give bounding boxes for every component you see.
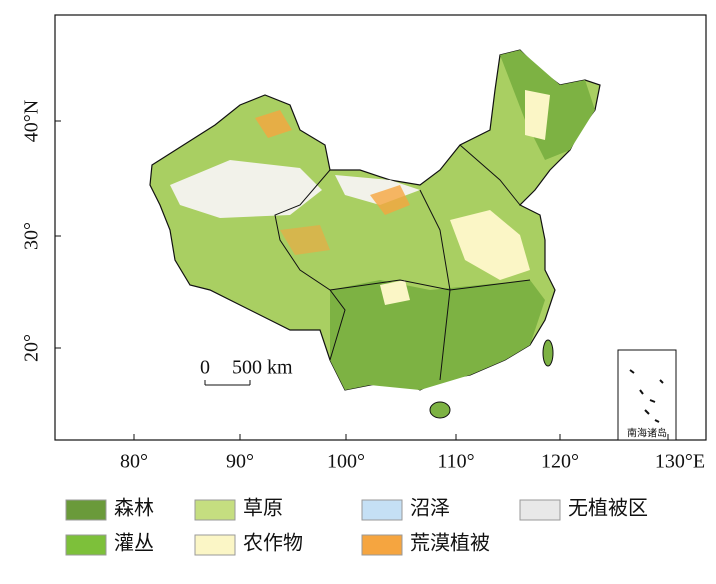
desert-veg-3: [280, 225, 330, 255]
taiwan: [542, 339, 554, 367]
x-tick-label: 100°: [327, 451, 365, 473]
legend-swatch: [65, 534, 107, 556]
y-tick-label: 40°N: [21, 100, 43, 142]
province-border: [459, 144, 521, 206]
scale-zero: 0: [200, 357, 210, 379]
x-tick-label: 120°: [541, 451, 579, 473]
x-tick-label: 110°: [437, 451, 474, 473]
forest-south: [330, 280, 545, 390]
y-tick-label: 30°: [21, 222, 43, 250]
cropland-north: [450, 210, 530, 280]
legend-swatch: [65, 499, 107, 521]
cropland-sichuan: [380, 280, 410, 305]
legend-swatch: [361, 499, 403, 521]
legend-swatch: [361, 534, 403, 556]
desert-veg: [255, 110, 292, 138]
desert-veg-2: [370, 185, 410, 215]
legend-label: 农作物: [243, 532, 303, 555]
scale-distance: 500 km: [232, 357, 293, 379]
legend-swatch: [519, 499, 561, 521]
legend-swatch: [194, 534, 236, 556]
china-map: [149, 49, 601, 419]
inset-frame: [617, 349, 677, 441]
legend-label: 草原: [243, 497, 283, 520]
legend-swatch: [194, 499, 236, 521]
inset-islands: [629, 369, 664, 423]
legend-label: 荒漠植被: [410, 532, 490, 555]
legend-label: 沼泽: [410, 497, 450, 520]
province-border: [329, 279, 531, 291]
inset-label: 南海诸岛: [627, 426, 667, 439]
x-tick-label: 80°: [120, 451, 148, 473]
province-border: [419, 189, 451, 381]
cropland-ne: [525, 90, 550, 140]
legend-label: 灌丛: [114, 532, 154, 555]
x-tick-label: 90°: [226, 451, 254, 473]
y-tick-label: 20°: [21, 334, 43, 362]
hainan: [429, 401, 451, 419]
x-tick-label: 130°E: [655, 451, 705, 473]
desert-bare: [170, 160, 322, 218]
legend-label: 森林: [114, 497, 154, 520]
province-border: [274, 169, 346, 361]
legend-label: 无植被区: [568, 497, 648, 520]
